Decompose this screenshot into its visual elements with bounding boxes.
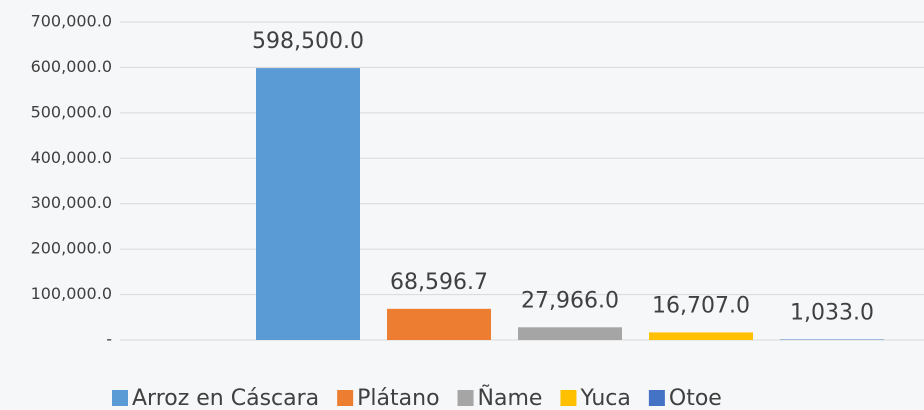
- y-tick-label: 700,000.0: [31, 12, 112, 31]
- data-label: 68,596.7: [390, 270, 488, 295]
- legend-label: Plátano: [357, 386, 439, 410]
- legend-label: Otoe: [669, 386, 722, 410]
- data-label: 1,033.0: [790, 301, 874, 326]
- data-label: 16,707.0: [652, 293, 750, 318]
- legend-label: Yuca: [579, 386, 630, 410]
- bar: [649, 332, 753, 340]
- y-tick-label: 500,000.0: [31, 102, 112, 121]
- legend-label: Arroz en Cáscara: [132, 386, 319, 410]
- legend-swatch: [648, 390, 665, 406]
- data-label: 27,966.0: [521, 288, 619, 313]
- legend-swatch: [112, 390, 128, 406]
- legend-label: Ñame: [478, 384, 543, 410]
- y-tick-label: 600,000.0: [31, 57, 112, 76]
- y-tick-label: 300,000.0: [31, 193, 112, 212]
- y-tick-label: 100,000.0: [31, 284, 112, 303]
- legend-swatch: [560, 390, 577, 406]
- bar: [387, 308, 491, 340]
- data-label: 598,500.0: [252, 29, 364, 54]
- legend-swatch: [337, 390, 354, 406]
- legend-swatch: [457, 390, 474, 406]
- y-tick-label: 200,000.0: [31, 239, 112, 258]
- bar: [518, 327, 622, 340]
- y-tick-label: 400,000.0: [31, 148, 112, 167]
- y-tick-label: -: [106, 330, 112, 349]
- bar: [256, 68, 360, 341]
